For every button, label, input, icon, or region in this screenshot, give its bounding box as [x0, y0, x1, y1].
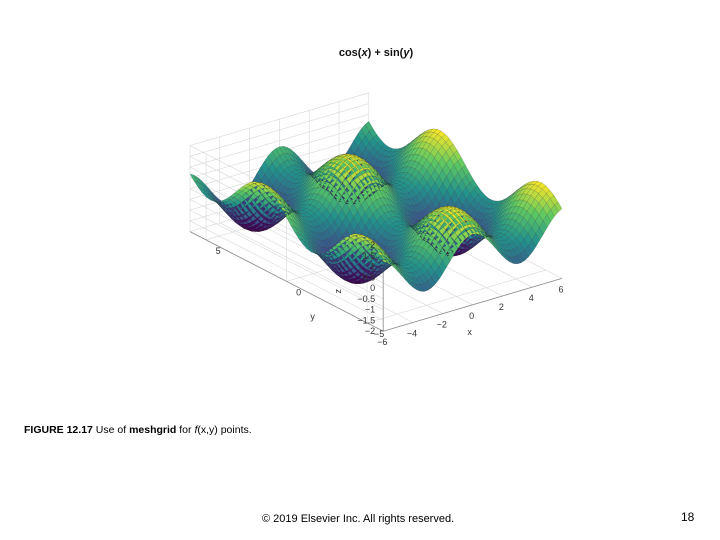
caption-text-end: points.	[220, 424, 252, 436]
x-tick-label: 4	[529, 293, 534, 303]
caption-figure-label: FIGURE	[24, 424, 64, 436]
z-tick-label: 1.5	[363, 251, 376, 261]
grid-line	[367, 269, 546, 324]
caption-figure-number: 12.17	[66, 424, 93, 436]
caption-func-name: f	[194, 424, 198, 436]
x-tick-label: −2	[437, 320, 447, 330]
z-tick-label: 1	[370, 262, 375, 272]
copyright-notice: © 2019 Elsevier Inc. All rights reserved…	[262, 513, 455, 525]
y-tick-label: 0	[296, 287, 301, 297]
x-tick-label: 6	[558, 284, 563, 294]
z-tick-label: 2	[370, 240, 375, 250]
x-tick-label: −6	[377, 337, 387, 347]
z-axis-label: z	[333, 288, 343, 293]
z-tick-label: −1	[365, 305, 375, 315]
y-axis-label: y	[310, 311, 315, 321]
surface-plot: cos(x) + sin(y) 21.510.50−0.5−1−1.5−2−6−…	[189, 47, 564, 347]
x-axis-label: x	[467, 327, 472, 337]
surface-patch	[189, 173, 199, 183]
caption-text-after: for	[179, 424, 192, 436]
plot-title: cos(x) + sin(y)	[339, 47, 414, 59]
z-tick-label: −0.5	[357, 294, 375, 304]
page-number: 18	[681, 510, 695, 524]
z-tick-label: 0.5	[363, 272, 376, 282]
z-tick-label: 0	[370, 283, 375, 293]
figure-caption: FIGURE 12.17 Use of meshgrid for f(x,y) …	[24, 424, 252, 436]
y-tick-label: −5	[374, 329, 384, 339]
caption-text-before: Use of	[95, 424, 127, 436]
x-tick-label: −4	[407, 328, 417, 338]
caption-keyword: meshgrid	[129, 424, 177, 436]
z-tick-label: −2	[365, 326, 375, 336]
surface-mesh	[189, 121, 563, 292]
x-axis-line	[383, 278, 563, 332]
z-tick-label: −1.5	[357, 315, 375, 325]
x-tick-label: 0	[469, 311, 474, 321]
y-axis-line	[189, 231, 384, 332]
caption-func-args: (x,y)	[197, 424, 218, 436]
x-tick-label: 2	[499, 302, 504, 312]
y-tick-label: 5	[216, 246, 221, 256]
